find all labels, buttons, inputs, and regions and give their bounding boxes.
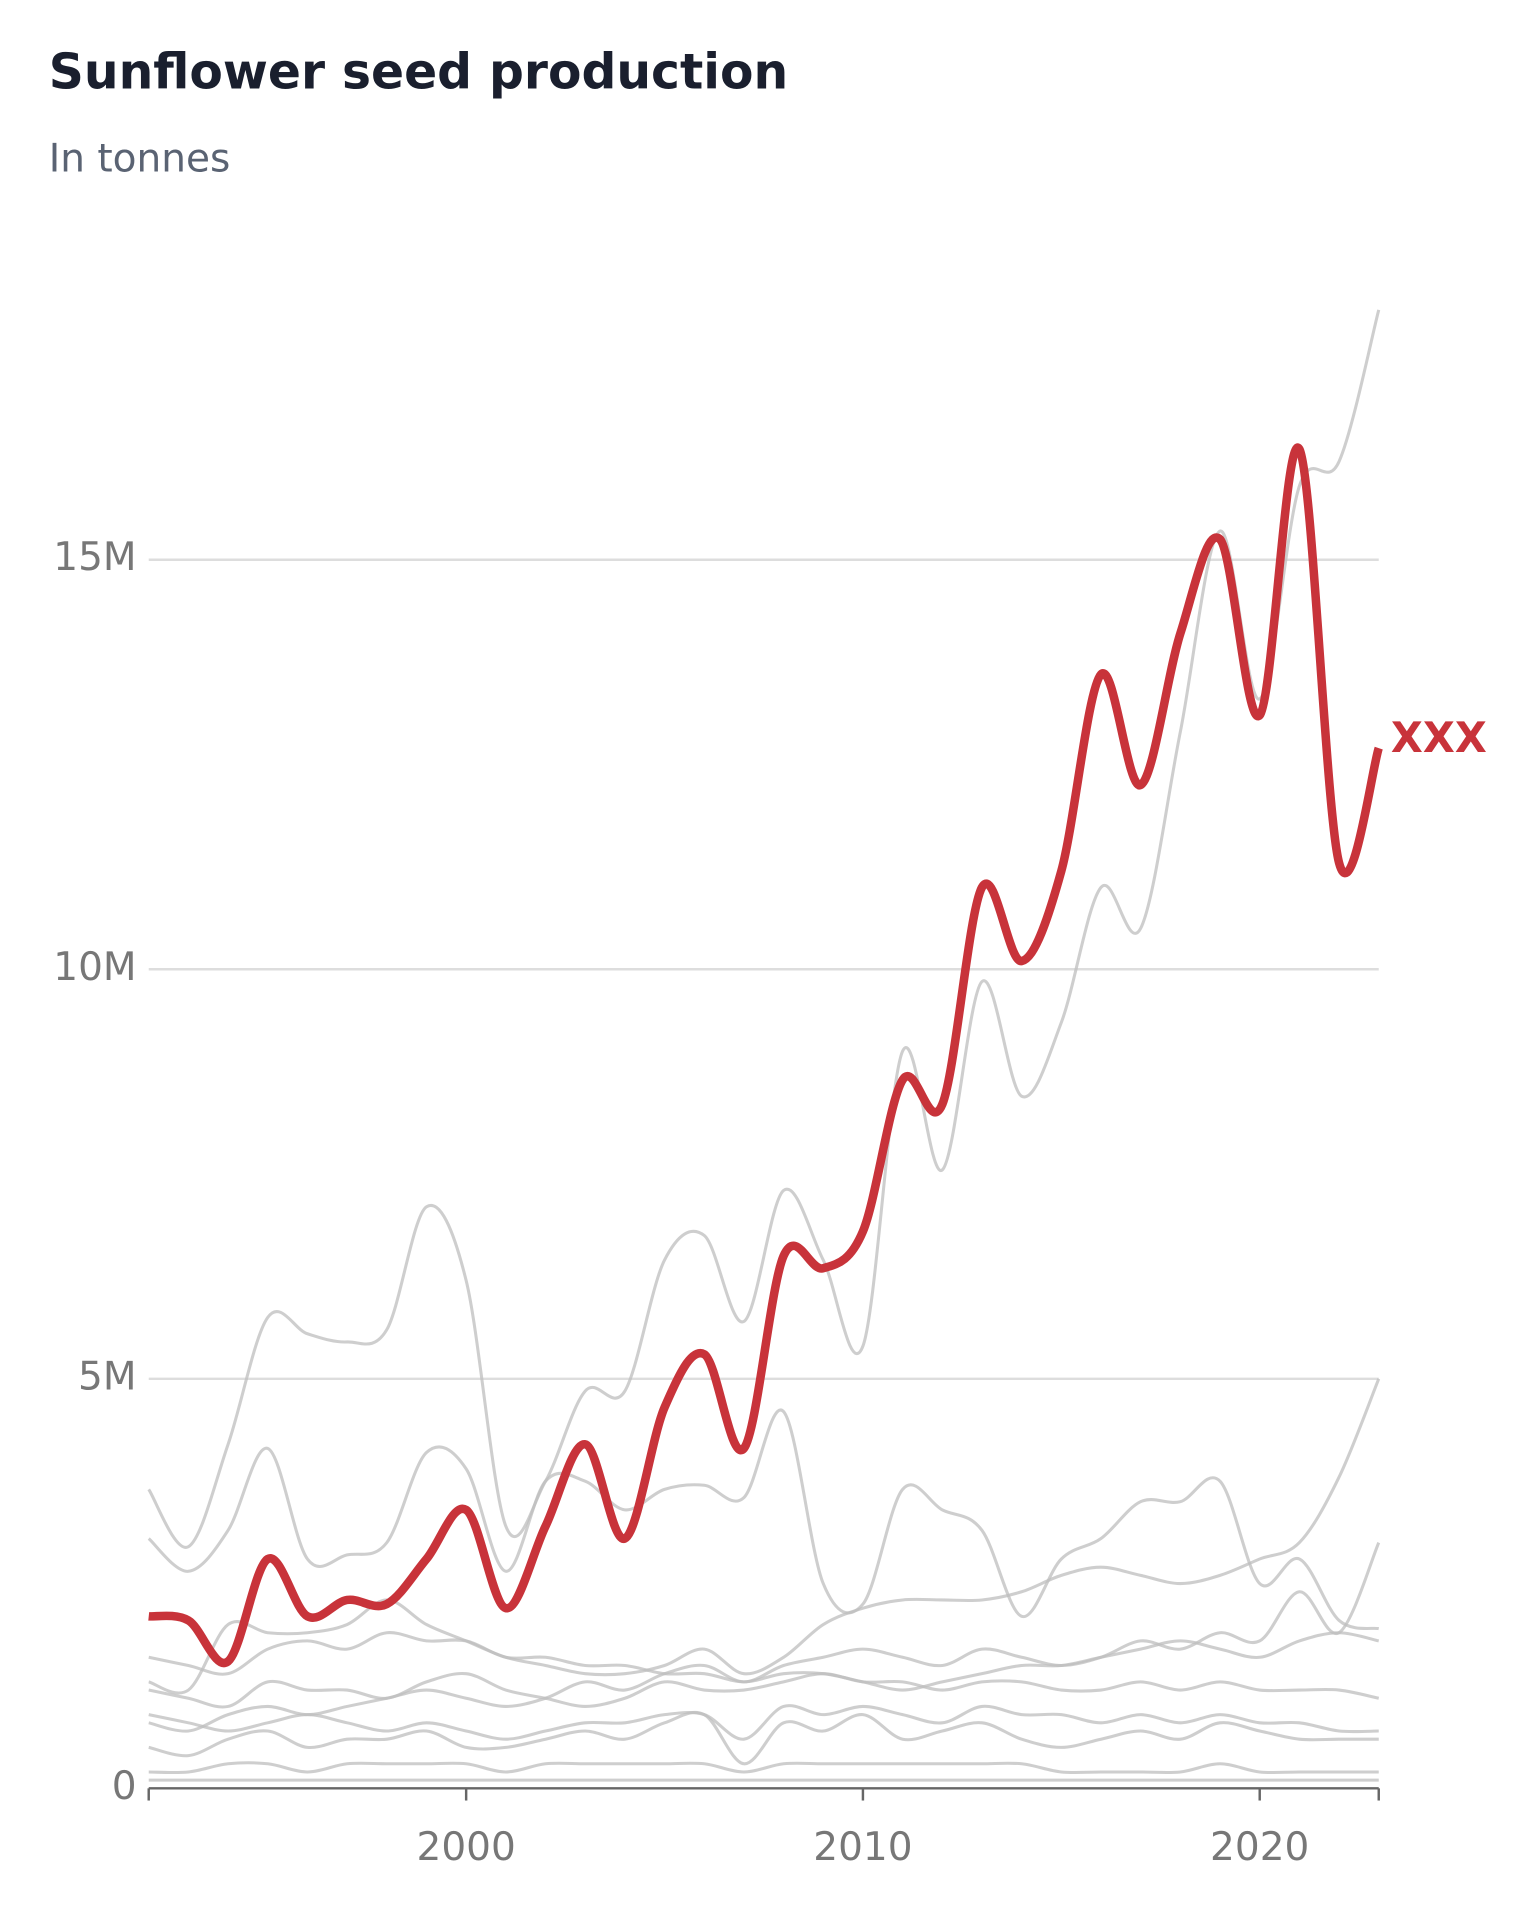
line: [148, 1761, 1379, 1775]
line: [148, 1671, 1380, 1709]
x-tick-label: 2000: [417, 1825, 516, 1870]
line: [148, 1631, 1380, 1692]
highlight-line: [148, 443, 1383, 1668]
x-tick-label: 2010: [813, 1825, 912, 1870]
line: [148, 1710, 1379, 1766]
chart-subtitle: In tonnes: [49, 136, 231, 181]
y-tick-label: 10M: [53, 945, 136, 990]
series-label: XXX: [1391, 714, 1487, 762]
chart-title: Sunflower seed production: [49, 45, 788, 101]
line: [148, 1378, 1381, 1695]
line: [147, 309, 1381, 1549]
line: [148, 1542, 1381, 1733]
y-tick-label: 15M: [53, 535, 136, 580]
y-tick-label: 5M: [78, 1354, 136, 1399]
y-tick-label: 0: [112, 1764, 137, 1809]
x-tick-label: 2020: [1210, 1825, 1309, 1870]
line: [147, 1408, 1380, 1631]
line: [148, 1704, 1379, 1741]
